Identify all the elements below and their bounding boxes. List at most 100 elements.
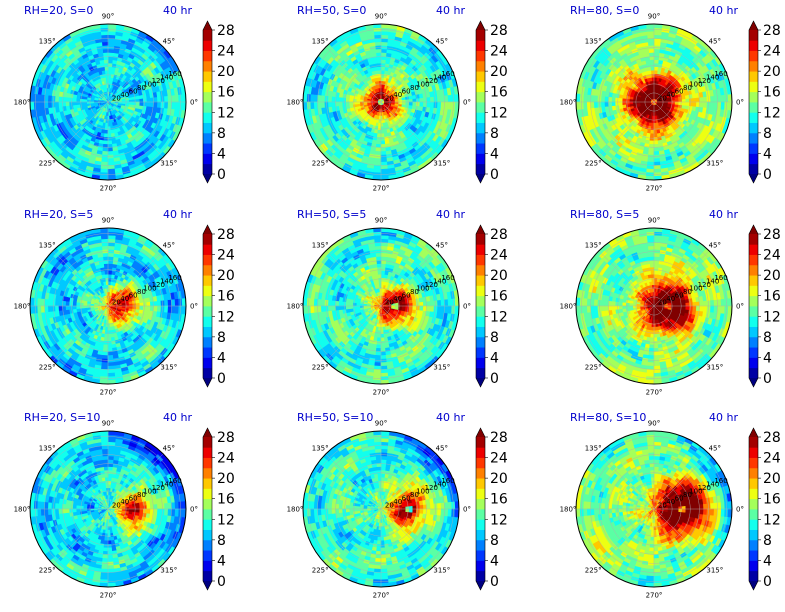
panel-title: RH=20, S=10 xyxy=(24,411,100,424)
colorbar-extend-max xyxy=(203,21,212,30)
polar-frame xyxy=(29,23,187,181)
colorbar-tick-label: 16 xyxy=(490,289,508,305)
radius-tick-label: 60 xyxy=(402,292,411,300)
radius-tick-label: 120 xyxy=(698,281,711,289)
angle-tick-label: 90° xyxy=(102,217,114,225)
radius-tick-label: 120 xyxy=(152,281,165,289)
radius-tick-label: 160 xyxy=(714,477,727,485)
angle-tick-label: 225° xyxy=(585,363,602,371)
colorbar-tick-label: 8 xyxy=(490,533,499,549)
colorbar-band xyxy=(749,509,758,520)
angle-tick-label: 45° xyxy=(436,242,448,250)
colorbar-band xyxy=(203,498,212,510)
angle-tick-label: 270° xyxy=(646,592,663,600)
radius-tick-label: 80 xyxy=(410,491,419,499)
colorbar-tick-label: 12 xyxy=(763,512,781,528)
radius-tick-label: 40 xyxy=(120,295,129,303)
colorbar-tick-label: 24 xyxy=(217,451,235,467)
colorbar-tick-label: 28 xyxy=(490,23,508,39)
colorbar-tick-label: 8 xyxy=(763,533,772,549)
colorbar-tick-label: 0 xyxy=(217,167,226,183)
angle-tick-label: 315° xyxy=(706,363,723,371)
colorbar-band xyxy=(749,560,758,572)
angle-tick-label: 315° xyxy=(160,566,177,574)
colorbar-extend-max xyxy=(749,428,758,437)
colorbar-band xyxy=(749,50,758,62)
radius-tick-label: 100 xyxy=(689,81,702,89)
colorbar-band xyxy=(203,347,212,358)
colorbar-band xyxy=(476,81,485,93)
colorbar-band xyxy=(749,437,758,448)
colorbar-band xyxy=(476,285,485,297)
colorbar-band xyxy=(749,306,758,317)
angle-tick-label: 180° xyxy=(560,99,577,107)
radius-tick-label: 60 xyxy=(675,292,684,300)
colorbar-band xyxy=(476,71,485,82)
angle-tick-label: 0° xyxy=(736,506,744,514)
angle-tick-label: 0° xyxy=(463,303,471,311)
colorbar-tick-label: 12 xyxy=(490,309,508,325)
colorbar-band xyxy=(203,478,212,489)
colorbar-band xyxy=(203,316,212,327)
colorbar-band xyxy=(749,316,758,327)
angle-tick-label: 45° xyxy=(163,242,175,250)
radius-tick-label: 20 xyxy=(658,502,667,510)
radius-tick-label: 140 xyxy=(160,278,173,286)
panel-title: RH=50, S=10 xyxy=(297,411,373,424)
colorbar-extend-max xyxy=(203,428,212,437)
colorbar: 0 4 8 12 16 20 24 28 xyxy=(748,427,781,591)
angle-tick-label: 135° xyxy=(312,38,329,46)
panel-title: RH=20, S=0 xyxy=(24,4,93,17)
colorbar-tick-label: 24 xyxy=(763,248,781,264)
colorbar-band xyxy=(476,132,485,144)
colorbar-extend-min xyxy=(203,174,212,183)
colorbar-tick-label: 28 xyxy=(763,23,781,39)
colorbar-band xyxy=(476,326,485,338)
colorbar-band xyxy=(476,264,485,276)
angle-tick-label: 225° xyxy=(312,566,329,574)
colorbar-band xyxy=(203,529,212,541)
colorbar-tick-label: 28 xyxy=(217,227,235,243)
angle-tick-label: 0° xyxy=(463,99,471,107)
colorbar-band xyxy=(476,529,485,541)
colorbar-band xyxy=(749,285,758,297)
angle-tick-label: 135° xyxy=(39,445,56,453)
colorbar-band xyxy=(203,357,212,369)
colorbar-tick-label: 20 xyxy=(217,268,235,284)
colorbar-band xyxy=(749,264,758,276)
colorbar-extend-max xyxy=(476,225,485,234)
angle-tick-label: 45° xyxy=(709,38,721,46)
colorbar-band xyxy=(476,437,485,448)
polar-frame xyxy=(302,23,460,181)
colorbar-tick-label: 28 xyxy=(217,430,235,446)
colorbar-band xyxy=(203,437,212,448)
colorbar-band xyxy=(749,60,758,72)
colorbar-tick-label: 28 xyxy=(763,430,781,446)
colorbar-band xyxy=(476,488,485,500)
colorbar-band xyxy=(749,81,758,93)
angle-tick-label: 135° xyxy=(585,242,602,250)
colorbar-band xyxy=(203,143,212,154)
radius-tick-label: 60 xyxy=(675,88,684,96)
colorbar: 0 4 8 12 16 20 24 28 xyxy=(748,224,781,388)
colorbar-band xyxy=(476,30,485,41)
panel-title: RH=80, S=5 xyxy=(570,208,639,221)
radius-tick-label: 100 xyxy=(689,488,702,496)
radius-tick-label: 80 xyxy=(410,288,419,296)
colorbar-band xyxy=(749,40,758,51)
angle-tick-label: 270° xyxy=(100,389,117,397)
colorbar-band xyxy=(749,254,758,266)
angle-tick-label: 180° xyxy=(14,506,31,514)
colorbar-band xyxy=(749,244,758,255)
panel-title: RH=50, S=0 xyxy=(297,4,366,17)
colorbar-band xyxy=(203,295,212,307)
radius-tick-label: 160 xyxy=(714,70,727,78)
angle-tick-label: 270° xyxy=(646,185,663,193)
colorbar-extend-max xyxy=(749,225,758,234)
angle-tick-label: 45° xyxy=(163,445,175,453)
angle-tick-label: 270° xyxy=(100,592,117,600)
polar-frame xyxy=(29,227,187,385)
colorbar-band xyxy=(749,529,758,541)
colorbar: 0 4 8 12 16 20 24 28 xyxy=(475,224,508,388)
angle-tick-label: 90° xyxy=(375,217,387,225)
